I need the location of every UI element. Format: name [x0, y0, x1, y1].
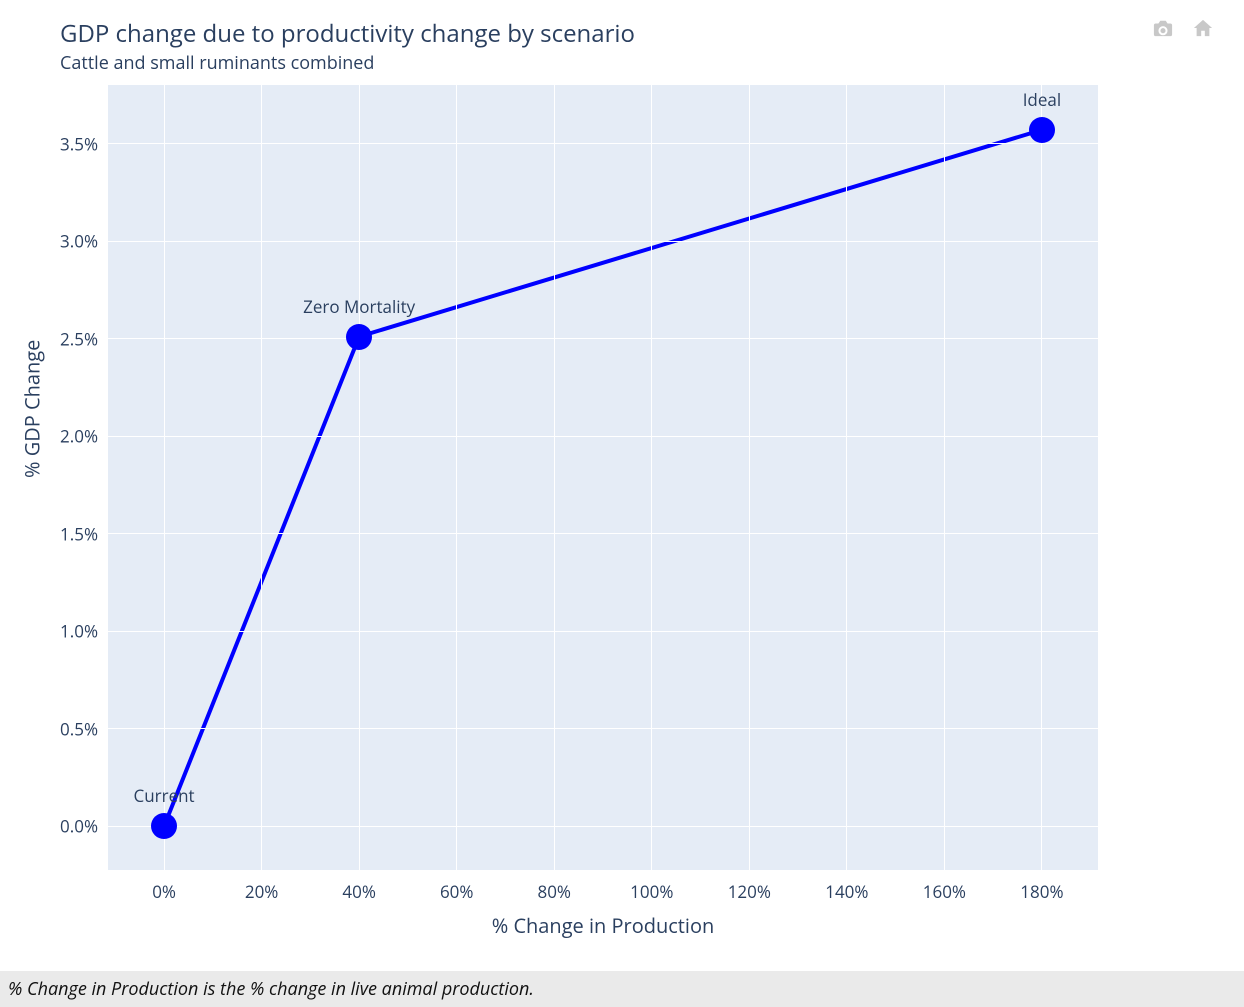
data-point-label: Current — [134, 784, 195, 807]
x-tick-label: 0% — [152, 880, 176, 903]
data-point-marker[interactable] — [346, 324, 372, 350]
y-gridline — [108, 728, 1098, 729]
y-tick-label: 0.5% — [60, 717, 98, 740]
chart-footnote: % Change in Production is the % change i… — [0, 971, 1244, 1007]
x-tick-label: 180% — [1020, 880, 1063, 903]
data-point-label: Zero Mortality — [303, 295, 415, 318]
y-gridline — [108, 436, 1098, 437]
x-gridline — [554, 85, 555, 870]
x-gridline — [359, 85, 360, 870]
x-gridline — [651, 85, 652, 870]
y-gridline — [108, 631, 1098, 632]
x-tick-label: 80% — [537, 880, 571, 903]
series-line — [164, 130, 1042, 826]
x-gridline — [1041, 85, 1042, 870]
y-gridline — [108, 338, 1098, 339]
chart-container: GDP change due to productivity change by… — [0, 0, 1244, 970]
y-tick-label: 3.5% — [60, 132, 98, 155]
y-gridline — [108, 241, 1098, 242]
data-point-marker[interactable] — [151, 813, 177, 839]
y-axis-title: % GDP Change — [19, 339, 46, 477]
x-gridline — [164, 85, 165, 870]
x-tick-label: 120% — [728, 880, 771, 903]
y-tick-label: 1.0% — [60, 620, 98, 643]
x-tick-label: 60% — [440, 880, 474, 903]
x-gridline — [749, 85, 750, 870]
series-line-layer — [0, 0, 1244, 970]
x-gridline — [261, 85, 262, 870]
y-tick-label: 2.5% — [60, 327, 98, 350]
y-tick-label: 1.5% — [60, 522, 98, 545]
data-point-marker[interactable] — [1029, 117, 1055, 143]
y-gridline — [108, 826, 1098, 827]
y-tick-label: 2.0% — [60, 425, 98, 448]
x-gridline — [944, 85, 945, 870]
x-tick-label: 100% — [630, 880, 673, 903]
x-tick-label: 160% — [923, 880, 966, 903]
x-gridline — [456, 85, 457, 870]
y-tick-label: 0.0% — [60, 815, 98, 838]
x-tick-label: 40% — [342, 880, 376, 903]
x-tick-label: 20% — [245, 880, 279, 903]
x-gridline — [846, 85, 847, 870]
data-point-label: Ideal — [1023, 88, 1061, 111]
y-gridline — [108, 143, 1098, 144]
y-tick-label: 3.0% — [60, 230, 98, 253]
y-gridline — [108, 533, 1098, 534]
x-axis-title: % Change in Production — [492, 912, 715, 939]
x-tick-label: 140% — [825, 880, 868, 903]
